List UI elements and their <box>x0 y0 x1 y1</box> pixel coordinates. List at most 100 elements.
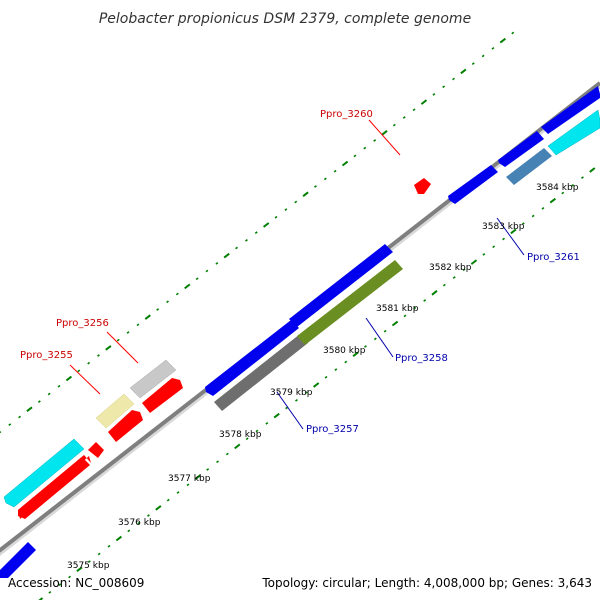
tick-mark <box>381 130 388 136</box>
gene-3256c-forward[interactable] <box>142 378 183 413</box>
tick-mark <box>431 290 438 296</box>
gene-3255-forward[interactable] <box>88 442 104 458</box>
gene-3253-reverse[interactable] <box>0 542 36 578</box>
gene-3258-reverse[interactable] <box>289 244 393 327</box>
tick-mark <box>352 351 359 357</box>
tick-mark <box>76 566 83 572</box>
scale-label-3580: 3580 kbp <box>323 346 366 356</box>
gene-3262-reverse[interactable] <box>498 131 544 167</box>
tick-mark <box>156 308 160 311</box>
tick-mark <box>344 360 348 364</box>
tick-mark <box>57 384 61 388</box>
tick-mark <box>499 37 507 44</box>
tick-mark <box>144 314 151 320</box>
tick-mark <box>442 283 446 287</box>
tick-mark <box>391 320 399 327</box>
tick-mark <box>571 183 574 187</box>
label-ppro3256[interactable]: Ppro_3256 <box>56 318 109 329</box>
footer-summary: Topology: circular; Length: 4,008,000 bp… <box>261 576 592 590</box>
gene-3263-reverse[interactable] <box>541 86 600 134</box>
tick-mark <box>482 253 486 256</box>
cyan-feature-2[interactable] <box>547 109 600 156</box>
tick-mark <box>511 31 515 35</box>
tick-mark <box>462 268 466 272</box>
tick-mark <box>58 583 62 587</box>
tick-mark <box>373 139 377 142</box>
tick-mark <box>363 146 367 150</box>
tick-mark <box>176 491 180 494</box>
tick-mark <box>126 331 130 334</box>
tick-mark <box>304 391 308 395</box>
tick-mark <box>77 369 81 373</box>
cyan-feature-1[interactable] <box>3 438 85 508</box>
label-ppro3257[interactable]: Ppro_3257 <box>306 424 359 435</box>
gene-3257-reverse[interactable] <box>205 320 299 396</box>
tick-mark <box>87 560 91 563</box>
tick-mark <box>302 191 309 197</box>
tick-mark <box>18 415 21 419</box>
tick-mark <box>333 169 337 173</box>
gene-3256b-forward[interactable] <box>108 410 143 442</box>
tick-mark <box>26 406 33 412</box>
tick-mark <box>47 392 51 396</box>
tick-mark <box>274 215 278 219</box>
tick-mark <box>402 116 406 119</box>
tick-mark <box>531 214 535 218</box>
tick-mark <box>245 238 248 242</box>
tick-mark <box>420 99 428 105</box>
grey-feature-1[interactable] <box>129 359 177 399</box>
gene-3260-forward[interactable] <box>414 178 431 194</box>
label-ppro3260[interactable]: Ppro_3260 <box>320 109 373 120</box>
olive-feature[interactable] <box>297 260 403 345</box>
tick-mark <box>147 514 150 517</box>
tick-mark <box>155 505 162 511</box>
tick-mark <box>561 191 565 195</box>
label-leader-lines <box>69 119 525 430</box>
label-ppro3258[interactable]: Ppro_3258 <box>395 353 448 364</box>
tick-mark <box>295 398 298 402</box>
tick-mark <box>166 498 170 502</box>
tick-mark <box>549 197 557 204</box>
tick-mark <box>285 406 288 410</box>
tick-mark <box>521 222 525 226</box>
tick-mark <box>581 176 584 179</box>
scale-label-3583: 3583 kbp <box>482 222 525 232</box>
dark-grey-feature[interactable] <box>214 334 308 411</box>
tick-mark <box>65 375 73 382</box>
label-ppro3255[interactable]: Ppro_3255 <box>20 350 73 361</box>
tick-mark <box>412 108 416 112</box>
tick-mark <box>68 575 71 579</box>
tick-tracks <box>0 31 596 600</box>
tick-mark <box>491 46 495 50</box>
tick-mark <box>589 167 596 173</box>
leader-ppro3261 <box>496 217 525 256</box>
tick-mark <box>341 160 349 167</box>
gene-3256-pseudo[interactable] <box>95 393 135 429</box>
tick-mark <box>234 443 241 450</box>
tick-mark <box>294 200 298 204</box>
tick-mark <box>116 338 120 342</box>
tick-mark <box>502 237 505 241</box>
tick-mark <box>205 269 209 273</box>
tick-mark <box>194 474 201 480</box>
tick-mark <box>334 368 338 371</box>
map-title: Pelobacter propionicus DSM 2379, complet… <box>99 11 471 27</box>
scale-label-3577: 3577 kbp <box>168 474 211 484</box>
leader-ppro3260 <box>368 119 401 156</box>
gene-3261-reverse[interactable] <box>448 165 498 204</box>
gene-features <box>0 86 600 578</box>
tick-mark <box>481 54 485 58</box>
label-ppro3261[interactable]: Ppro_3261 <box>527 252 580 263</box>
tick-mark <box>48 590 52 594</box>
scale-label-3579: 3579 kbp <box>270 388 313 398</box>
scale-label-3576: 3576 kbp <box>118 518 161 528</box>
tick-mark <box>8 423 12 427</box>
tick-mark <box>432 93 436 96</box>
tick-mark <box>115 535 123 542</box>
tick-mark <box>273 412 280 419</box>
tick-mark <box>107 544 111 548</box>
tick-mark <box>413 306 417 310</box>
tick-mark <box>245 437 249 441</box>
steel-feature[interactable] <box>506 148 552 185</box>
